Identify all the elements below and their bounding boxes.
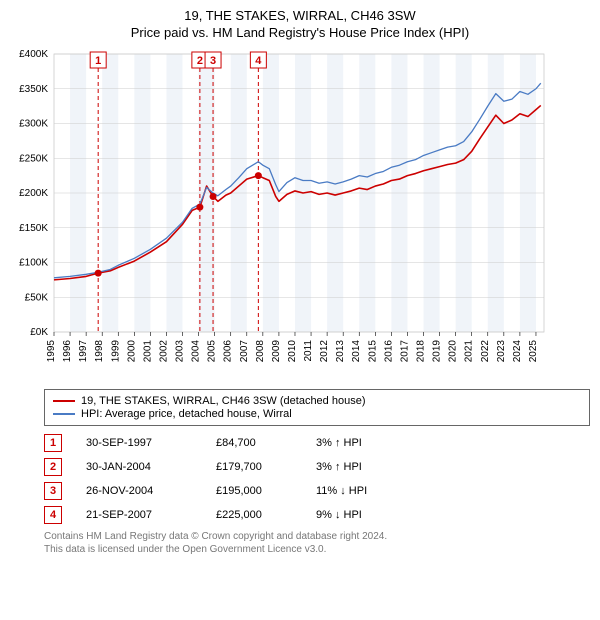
event-date: 30-SEP-1997 — [86, 437, 216, 449]
legend-swatch-hpi — [53, 413, 75, 415]
svg-text:2006: 2006 — [223, 340, 234, 363]
footer-line2: This data is licensed under the Open Gov… — [44, 543, 590, 556]
svg-text:£400K: £400K — [19, 49, 48, 60]
svg-text:2015: 2015 — [367, 340, 378, 363]
svg-text:£300K: £300K — [19, 119, 48, 130]
svg-text:4: 4 — [255, 55, 262, 67]
svg-text:3: 3 — [210, 55, 216, 67]
svg-text:2001: 2001 — [142, 340, 153, 363]
svg-text:1995: 1995 — [46, 340, 57, 363]
event-date: 21-SEP-2007 — [86, 509, 216, 521]
svg-text:£250K: £250K — [19, 153, 48, 164]
legend-swatch-property — [53, 400, 75, 402]
svg-text:2000: 2000 — [126, 340, 137, 363]
svg-text:2002: 2002 — [158, 340, 169, 363]
svg-text:2023: 2023 — [496, 340, 507, 363]
title-subtitle: Price paid vs. HM Land Registry's House … — [0, 25, 600, 40]
svg-text:2008: 2008 — [255, 340, 266, 363]
event-marker-1: 1 — [44, 434, 62, 452]
chart-area: £0K £50K £100K £150K £200K £250K £300K £350K £40… — [10, 48, 590, 383]
footer-line1: Contains HM Land Registry data © Crown c… — [44, 530, 590, 543]
svg-text:2007: 2007 — [239, 340, 250, 363]
legend-label-hpi: HPI: Average price, detached house, Wirr… — [81, 408, 292, 420]
svg-text:1996: 1996 — [62, 340, 73, 363]
legend-label-property: 19, THE STAKES, WIRRAL, CH46 3SW (detach… — [81, 395, 366, 407]
table-row: 4 21-SEP-2007£225,0009% ↓ HPI — [44, 506, 590, 524]
svg-text:2004: 2004 — [191, 340, 202, 363]
event-price: £195,000 — [216, 485, 316, 497]
svg-text:1999: 1999 — [110, 340, 121, 363]
svg-text:2003: 2003 — [175, 340, 186, 363]
title-address: 19, THE STAKES, WIRRAL, CH46 3SW — [0, 8, 600, 23]
event-pct: 3% ↑ HPI — [316, 437, 436, 449]
table-row: 2 30-JAN-2004£179,7003% ↑ HPI — [44, 458, 590, 476]
svg-text:£100K: £100K — [19, 258, 48, 269]
event-price: £225,000 — [216, 509, 316, 521]
svg-text:2020: 2020 — [448, 340, 459, 363]
svg-text:1998: 1998 — [94, 340, 105, 363]
svg-text:2009: 2009 — [271, 340, 282, 363]
svg-text:£150K: £150K — [19, 223, 48, 234]
event-marker-2: 2 — [44, 458, 62, 476]
svg-text:2005: 2005 — [207, 340, 218, 363]
svg-text:2021: 2021 — [464, 340, 475, 363]
events-table: 130-SEP-1997£84,7003% ↑ HPI230-JAN-2004£… — [44, 434, 590, 524]
chart-legend: 19, THE STAKES, WIRRAL, CH46 3SW (detach… — [44, 389, 590, 426]
svg-text:2010: 2010 — [287, 340, 298, 363]
event-date: 30-JAN-2004 — [86, 461, 216, 473]
svg-text:2011: 2011 — [303, 340, 314, 362]
svg-text:2014: 2014 — [351, 340, 362, 363]
legend-row-property: 19, THE STAKES, WIRRAL, CH46 3SW (detach… — [53, 395, 581, 407]
event-marker-4: 4 — [44, 506, 62, 524]
price-chart: £0K £50K £100K £150K £200K £250K £300K £350K £40… — [10, 48, 550, 378]
svg-text:2019: 2019 — [432, 340, 443, 363]
svg-text:2018: 2018 — [416, 340, 427, 363]
svg-text:£50K: £50K — [25, 292, 49, 303]
title-block: 19, THE STAKES, WIRRAL, CH46 3SW Price p… — [0, 0, 600, 40]
event-date: 26-NOV-2004 — [86, 485, 216, 497]
event-marker-3: 3 — [44, 482, 62, 500]
svg-text:£200K: £200K — [19, 188, 48, 199]
svg-text:2024: 2024 — [512, 340, 523, 363]
svg-text:2: 2 — [197, 55, 203, 67]
event-pct: 3% ↑ HPI — [316, 461, 436, 473]
svg-text:2025: 2025 — [528, 340, 539, 363]
svg-text:£0K: £0K — [30, 327, 48, 338]
legend-row-hpi: HPI: Average price, detached house, Wirr… — [53, 408, 581, 420]
svg-text:£350K: £350K — [19, 84, 48, 95]
svg-text:1997: 1997 — [78, 340, 89, 363]
table-row: 3 26-NOV-2004£195,00011% ↓ HPI — [44, 482, 590, 500]
table-row: 1 30-SEP-1997£84,7003% ↑ HPI — [44, 434, 590, 452]
svg-text:2013: 2013 — [335, 340, 346, 363]
svg-text:2012: 2012 — [319, 340, 330, 363]
event-price: £84,700 — [216, 437, 316, 449]
event-pct: 9% ↓ HPI — [316, 509, 436, 521]
svg-text:1: 1 — [95, 55, 101, 67]
svg-text:2017: 2017 — [399, 340, 410, 363]
svg-text:2016: 2016 — [383, 340, 394, 363]
event-pct: 11% ↓ HPI — [316, 485, 436, 497]
event-price: £179,700 — [216, 461, 316, 473]
footer-attribution: Contains HM Land Registry data © Crown c… — [44, 530, 590, 556]
svg-text:2022: 2022 — [480, 340, 491, 363]
